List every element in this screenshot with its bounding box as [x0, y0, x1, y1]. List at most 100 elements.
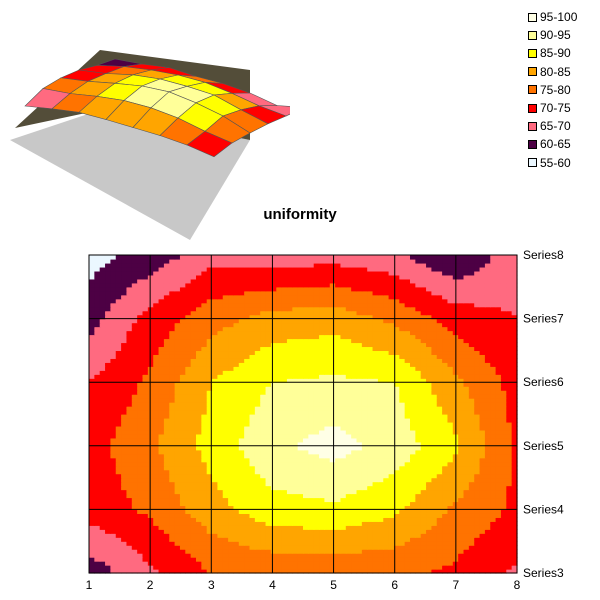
contour-cell — [351, 481, 358, 487]
contour-cell — [126, 410, 133, 415]
contour-cell — [228, 473, 235, 479]
contour-cell — [249, 354, 256, 359]
contour-cell — [399, 414, 406, 419]
contour-cell — [313, 533, 320, 538]
contour-cell — [228, 493, 235, 499]
contour-cell — [286, 406, 293, 411]
contour-cell — [212, 557, 218, 562]
contour-cell — [303, 449, 309, 455]
contour-cell — [468, 457, 475, 463]
contour-cell — [500, 517, 507, 522]
contour-cell — [340, 429, 347, 435]
contour-cell — [297, 433, 304, 439]
contour-cell — [185, 505, 192, 511]
contour-cell — [206, 358, 213, 363]
contour-cell — [420, 533, 427, 538]
contour-cell — [260, 457, 267, 463]
contour-cell — [361, 382, 368, 387]
contour-cell — [142, 374, 149, 379]
contour-cell — [303, 473, 309, 479]
contour-cell — [345, 453, 352, 459]
contour-cell — [426, 465, 432, 471]
contour-cell — [468, 378, 475, 383]
contour-cell — [479, 537, 486, 542]
contour-cell — [415, 398, 422, 403]
contour-cell — [447, 561, 454, 566]
contour-cell — [420, 330, 427, 336]
contour-cell — [94, 370, 101, 375]
contour-cell — [329, 485, 336, 491]
contour-cell — [415, 489, 422, 495]
contour-cell — [185, 421, 192, 427]
contour-cell — [131, 521, 138, 526]
contour-cell — [436, 509, 443, 514]
contour-cell — [126, 561, 133, 566]
contour-cell — [233, 465, 240, 471]
contour-cell — [126, 378, 133, 383]
contour-cell — [468, 402, 475, 407]
contour-cell — [308, 533, 315, 538]
contour-cell — [474, 501, 481, 507]
contour-cell — [99, 481, 106, 487]
contour-cell — [377, 565, 384, 570]
contour-cell — [142, 501, 149, 507]
contour-cell — [420, 545, 427, 550]
contour-cell — [212, 561, 218, 566]
contour-cell — [212, 517, 218, 522]
contour-cell — [212, 465, 218, 471]
contour-cell — [303, 374, 309, 379]
contour-cell — [335, 485, 342, 491]
contour-cell — [442, 533, 449, 538]
contour-cell — [324, 477, 331, 483]
contour-cell — [436, 350, 443, 355]
contour-cell — [297, 441, 304, 447]
contour-cell — [415, 346, 422, 352]
contour-cell — [431, 330, 438, 336]
contour-cell — [185, 338, 192, 344]
contour-cell — [99, 358, 106, 363]
contour-cell — [383, 457, 390, 463]
contour-cell — [340, 521, 347, 526]
contour-cell — [319, 421, 325, 427]
contour-cell — [179, 390, 186, 395]
contour-cell — [297, 425, 304, 431]
contour-cell — [249, 505, 256, 511]
contour-cell — [163, 358, 170, 363]
contour-cell — [179, 465, 186, 471]
contour-cell — [233, 545, 240, 550]
contour-cell — [89, 525, 95, 530]
contour-cell — [179, 398, 186, 403]
contour-cell — [426, 485, 432, 491]
contour-cell — [126, 437, 133, 443]
contour-cell — [495, 569, 502, 574]
contour-cell — [244, 529, 251, 534]
contour-cell — [249, 441, 256, 447]
contour-cell — [410, 537, 416, 542]
contour-cell — [479, 557, 486, 562]
contour-cell — [404, 358, 411, 363]
contour-cell — [142, 525, 149, 530]
contour-cell — [228, 537, 235, 542]
contour-cell — [335, 441, 342, 447]
contour-cell — [105, 537, 111, 542]
contour-cell — [356, 394, 363, 399]
contour-cell — [377, 501, 384, 507]
contour-cell — [281, 406, 288, 411]
contour-cell — [244, 481, 251, 487]
contour-cell — [442, 541, 449, 546]
contour-cell — [426, 549, 432, 554]
contour-cell — [228, 477, 235, 483]
contour-cell — [115, 517, 122, 522]
contour-cell — [404, 485, 411, 491]
contour-cell — [399, 441, 406, 447]
contour-cell — [121, 417, 128, 423]
contour-cell — [426, 334, 432, 340]
contour-cell — [286, 541, 293, 546]
contour-cell — [121, 545, 128, 550]
legend-item: 70-75 — [528, 99, 598, 117]
contour-cell — [89, 402, 95, 407]
contour-cell — [468, 545, 475, 550]
contour-cell — [286, 330, 293, 336]
contour-cell — [393, 362, 400, 367]
contour-cell — [495, 334, 502, 340]
